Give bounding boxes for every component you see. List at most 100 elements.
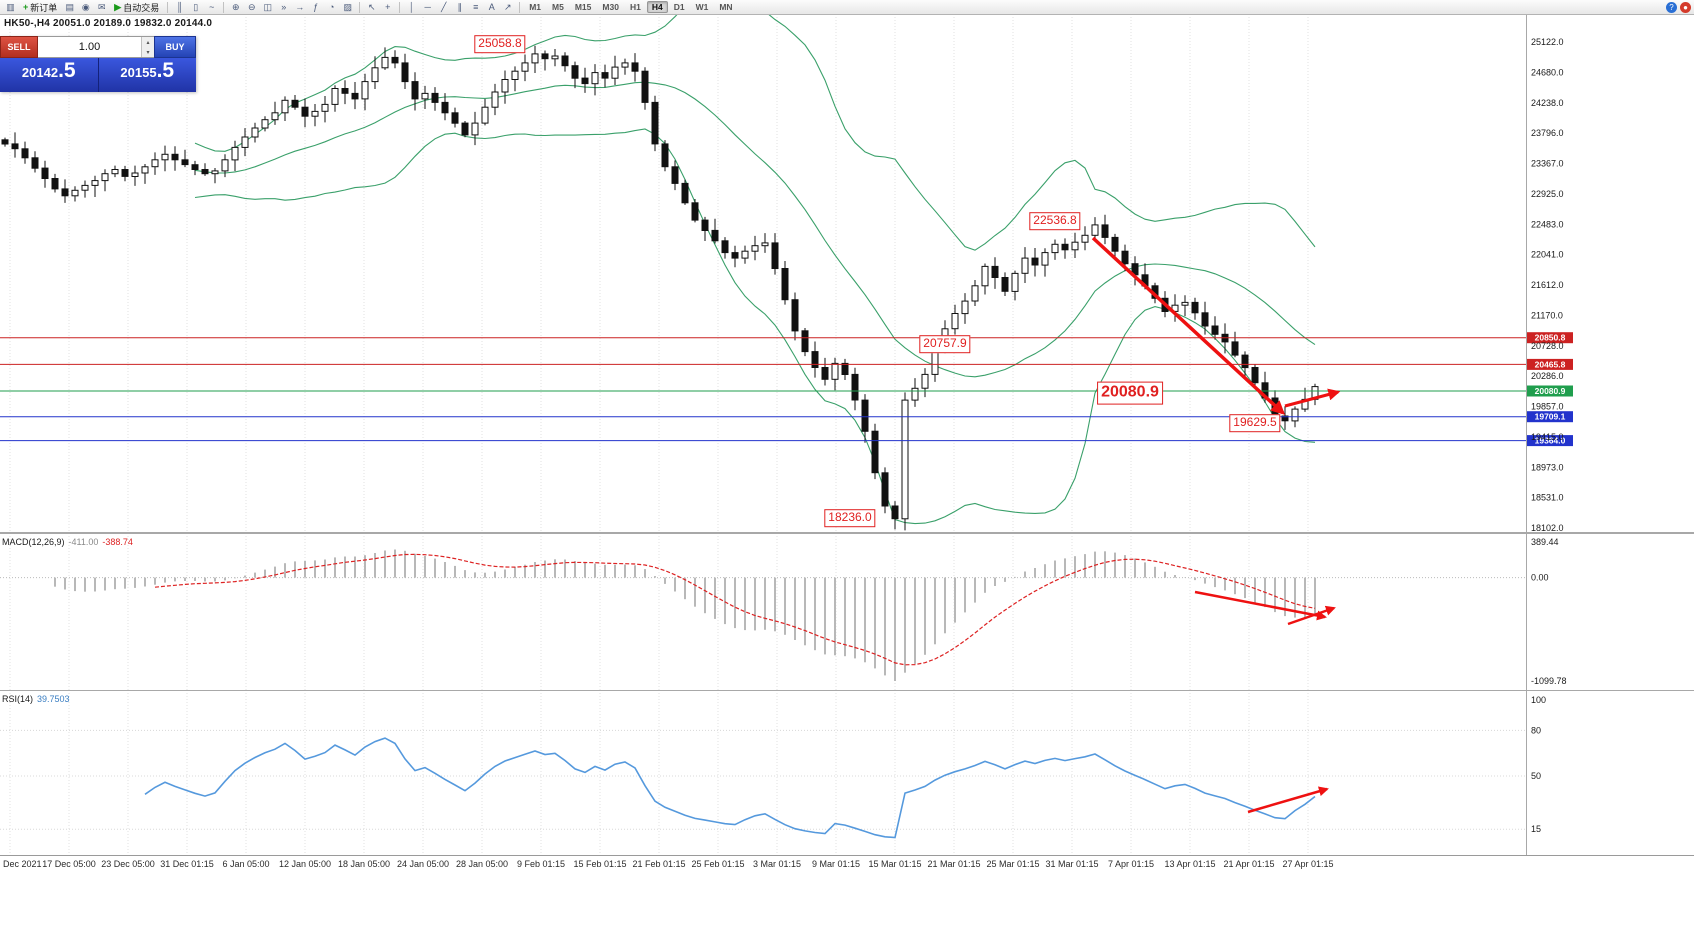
level-lines[interactable]: 20850.8 20465.8 20080.9 19709.1 19364.0 bbox=[0, 332, 1573, 447]
cursor-icon[interactable]: ↖ bbox=[367, 1, 376, 12]
toolbar-separator bbox=[399, 1, 401, 13]
bar-chart-icon[interactable]: ║ bbox=[176, 1, 183, 12]
sell-price-main: 20142 bbox=[21, 65, 59, 80]
price-callout[interactable]: 25058.8 bbox=[474, 35, 526, 53]
timeframe-m15[interactable]: M15 bbox=[574, 1, 592, 12]
auto-trading-button[interactable]: ▶ 自动交易 bbox=[114, 1, 160, 13]
crosshair-icon[interactable]: + bbox=[385, 1, 391, 12]
time-axis-label: 28 Jan 05:00 bbox=[455, 859, 509, 869]
time-axis-label: 25 Feb 01:15 bbox=[691, 859, 745, 869]
svg-text:50: 50 bbox=[1531, 771, 1541, 781]
buy-price-main: 20155 bbox=[120, 65, 157, 80]
buy-price-display[interactable]: 20155 .5 bbox=[99, 58, 197, 92]
trend-arrow[interactable] bbox=[1247, 786, 1329, 814]
new-order-button-glyph: + bbox=[23, 2, 29, 12]
macd-name: MACD(12,26,9) bbox=[2, 537, 65, 547]
svg-text:21612.0: 21612.0 bbox=[1531, 280, 1564, 290]
price-callout[interactable]: 18236.0 bbox=[824, 509, 876, 527]
zoom-out-icon[interactable]: ⊖ bbox=[247, 1, 256, 12]
channel-icon[interactable]: ∥ bbox=[457, 1, 462, 12]
trend-arrow[interactable] bbox=[1091, 236, 1286, 415]
time-axis-label: 9 Feb 01:15 bbox=[516, 859, 566, 869]
candlestick-chart-icon[interactable]: ▯ bbox=[193, 1, 199, 12]
time-axis-label: 21 Apr 01:15 bbox=[1223, 859, 1275, 869]
svg-text:22041.0: 22041.0 bbox=[1531, 250, 1564, 260]
volume-box[interactable]: 1.00 ▴ ▾ bbox=[38, 36, 154, 58]
svg-text:20728.0: 20728.0 bbox=[1531, 341, 1564, 351]
timeframe-h4[interactable]: H4 bbox=[646, 0, 668, 14]
price-callout[interactable]: 22536.8 bbox=[1029, 212, 1081, 230]
svg-text:18102.0: 18102.0 bbox=[1531, 523, 1564, 533]
price-callout[interactable]: 20757.9 bbox=[919, 335, 971, 353]
indicators-icon[interactable]: ƒ bbox=[313, 1, 319, 12]
time-axis-label: 15 Mar 01:15 bbox=[868, 859, 922, 869]
time-axis-label: 9 Mar 01:15 bbox=[811, 859, 861, 869]
help-icon[interactable]: ? bbox=[1666, 1, 1677, 13]
svg-text:25122.0: 25122.0 bbox=[1531, 37, 1564, 47]
tile-windows-icon[interactable]: ◫ bbox=[263, 1, 272, 12]
svg-text:18531.0: 18531.0 bbox=[1531, 493, 1564, 503]
trend-arrow[interactable] bbox=[1284, 388, 1341, 408]
timeframe-m5[interactable]: M5 bbox=[552, 1, 564, 12]
mailbox-icon[interactable]: ✉ bbox=[98, 1, 106, 12]
buy-button[interactable]: BUY bbox=[154, 36, 196, 58]
sell-price-display[interactable]: 20142 .5 bbox=[0, 58, 98, 92]
volume-up-icon[interactable]: ▴ bbox=[142, 37, 154, 47]
trend-arrow[interactable] bbox=[1194, 590, 1327, 621]
macd-indicator-panel[interactable]: 389.44 0.00 -1099.78 bbox=[0, 533, 1694, 690]
alerts-icon[interactable]: ◉ bbox=[81, 1, 90, 12]
rsi-value: 39.7503 bbox=[37, 694, 70, 704]
live-update-icon[interactable]: ● bbox=[1680, 1, 1691, 13]
svg-text:20080.9: 20080.9 bbox=[1535, 386, 1566, 396]
time-axis-label: Dec 2021 bbox=[3, 859, 42, 869]
time-axis[interactable]: Dec 2021 17 Dec 05:00 23 Dec 05:00 31 Dec 0… bbox=[0, 855, 1694, 873]
time-axis-label: 6 Jan 05:00 bbox=[222, 859, 270, 869]
volume-input[interactable]: 1.00 bbox=[78, 41, 101, 53]
timeframe-d1[interactable]: D1 bbox=[673, 1, 685, 12]
rsi-indicator-panel[interactable]: 100 80 50 15 bbox=[0, 690, 1694, 855]
time-axis-label: 18 Jan 05:00 bbox=[337, 859, 391, 869]
zoom-in-icon[interactable]: ⊕ bbox=[231, 1, 240, 12]
trend-arrow[interactable] bbox=[1287, 605, 1336, 626]
main-price-chart[interactable]: 20850.820465.820080.919709.119364.025122… bbox=[0, 14, 1694, 533]
sell-button[interactable]: SELL bbox=[0, 36, 38, 58]
chart-shift-icon[interactable]: → bbox=[295, 1, 305, 12]
svg-text:100: 100 bbox=[1531, 695, 1546, 705]
timeframe-m30[interactable]: M30 bbox=[602, 1, 619, 12]
trendline-icon[interactable]: ╱ bbox=[441, 1, 447, 12]
market-watch-icon[interactable]: ▤ bbox=[65, 1, 75, 12]
line-chart-icon[interactable]: ~ bbox=[209, 1, 215, 12]
volume-spinner[interactable]: ▴ ▾ bbox=[141, 37, 154, 57]
price-callout[interactable]: 20080.9 bbox=[1097, 381, 1163, 405]
new-chart-icon[interactable]: ▥ bbox=[6, 1, 15, 12]
svg-text:19709.1: 19709.1 bbox=[1535, 412, 1566, 422]
rsi-name: RSI(14) bbox=[2, 694, 34, 704]
timeframe-w1[interactable]: W1 bbox=[695, 1, 709, 12]
trade-panel-divider bbox=[97, 58, 99, 92]
timeframe-m1[interactable]: M1 bbox=[529, 1, 542, 12]
svg-text:23367.0: 23367.0 bbox=[1531, 159, 1564, 169]
price-callout[interactable]: 19629.5 bbox=[1229, 414, 1281, 432]
time-axis-label: 21 Feb 01:15 bbox=[632, 859, 686, 869]
price-axis: 25122.0 24680.0 24238.0 23796.0 23367.0 22925… bbox=[1531, 37, 1564, 533]
timeframe-h1[interactable]: H1 bbox=[629, 1, 641, 12]
macd-label: MACD(12,26,9) -411.00 -388.74 bbox=[2, 537, 133, 547]
arrow-tool-icon[interactable]: ↗ bbox=[503, 1, 512, 12]
one-click-trading-panel[interactable]: SELL 1.00 ▴ ▾ BUY 20142 .5 20155 .5 bbox=[0, 36, 196, 92]
vertical-line-icon[interactable]: │ bbox=[408, 1, 415, 12]
horizontal-line-icon[interactable]: ─ bbox=[424, 1, 431, 12]
auto-scroll-icon[interactable]: » bbox=[281, 1, 287, 12]
templates-icon[interactable]: ▨ bbox=[343, 1, 352, 12]
volume-down-icon[interactable]: ▾ bbox=[142, 47, 154, 57]
time-axis-label: 12 Jan 05:00 bbox=[278, 859, 332, 869]
svg-text:15: 15 bbox=[1531, 824, 1541, 834]
svg-text:22925.0: 22925.0 bbox=[1531, 189, 1564, 199]
new-order-button[interactable]: + 新订单 bbox=[23, 2, 58, 13]
fibonacci-icon[interactable]: ≡ bbox=[473, 1, 479, 12]
macd-histogram bbox=[54, 549, 1316, 681]
text-tool-icon[interactable]: A bbox=[488, 1, 495, 12]
sell-price-frac: .5 bbox=[58, 59, 76, 82]
grid bbox=[9, 533, 1309, 690]
periods-icon[interactable]: ◔ bbox=[329, 1, 335, 12]
timeframe-mn[interactable]: MN bbox=[719, 1, 733, 12]
